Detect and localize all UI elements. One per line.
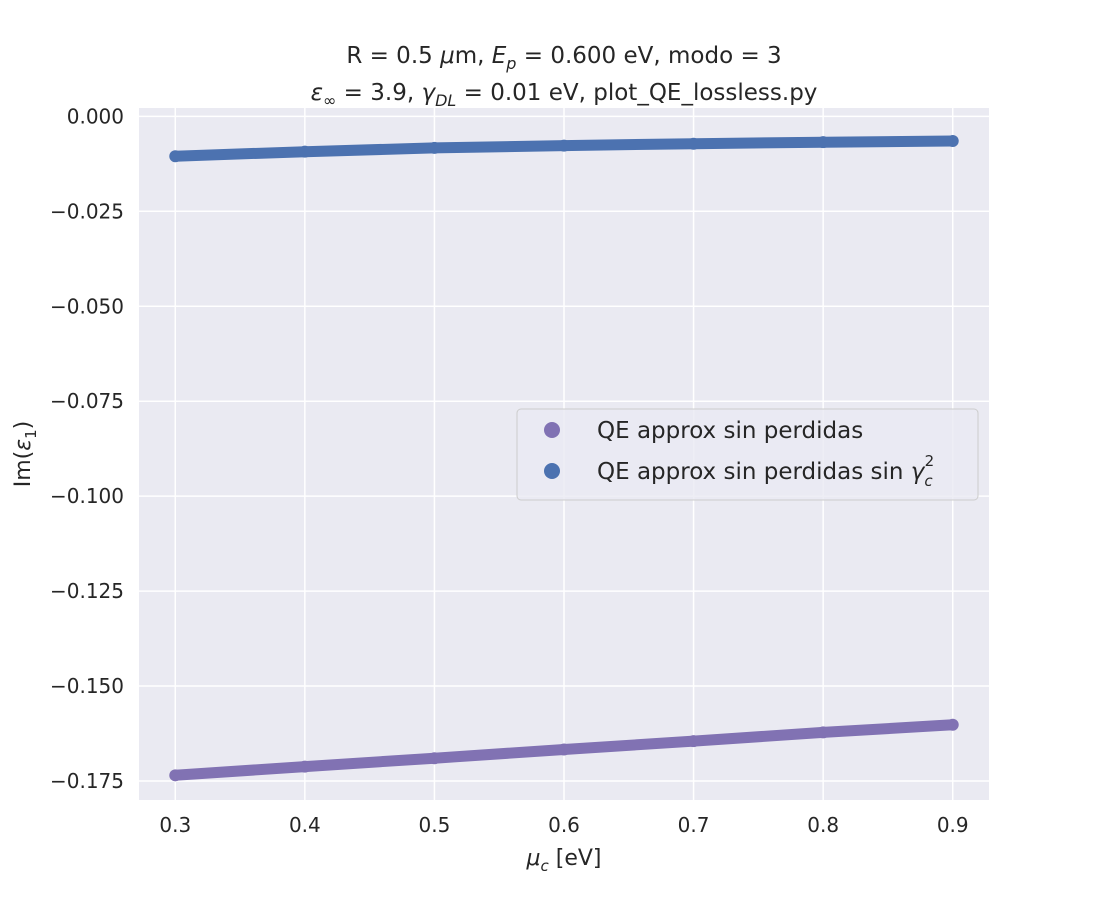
series-1-point bbox=[558, 139, 570, 152]
y-axis-label: Im(ε1) bbox=[11, 421, 40, 488]
y-tick-label: −0.175 bbox=[50, 769, 124, 793]
x-tick-label: 0.8 bbox=[807, 813, 839, 837]
series-1 bbox=[169, 135, 959, 163]
x-tick-label: 0.4 bbox=[289, 813, 321, 837]
x-tick-label: 0.7 bbox=[678, 813, 710, 837]
legend-label-qe-approx: QE approx sin perdidas bbox=[597, 418, 863, 444]
series-0-point bbox=[687, 735, 700, 748]
series-1-point bbox=[687, 137, 700, 150]
legend-marker-qe-approx bbox=[544, 422, 560, 438]
y-tick-label: 0.000 bbox=[67, 104, 124, 128]
series-1-point bbox=[298, 145, 311, 158]
series-1-point bbox=[946, 135, 959, 148]
y-tick-label: −0.150 bbox=[50, 674, 124, 698]
legend-box bbox=[516, 408, 979, 501]
series-0-point bbox=[817, 726, 830, 739]
x-tick-label: 0.6 bbox=[548, 813, 580, 837]
series-0 bbox=[169, 718, 959, 782]
y-tick-label: −0.050 bbox=[50, 294, 124, 318]
x-axis-label: μc [eV] bbox=[526, 846, 602, 875]
y-tick-label: −0.100 bbox=[50, 484, 124, 508]
legend-marker-qe-approx-sin-gamma bbox=[544, 463, 560, 479]
x-axis-ticks: 0.3 0.4 0.5 0.6 0.7 0.8 0.9 bbox=[159, 813, 968, 837]
y-tick-label: −0.075 bbox=[50, 389, 124, 413]
y-axis-ticks: 0.000 −0.025 −0.050 −0.075 −0.100 −0.125 −0.15… bbox=[50, 104, 124, 793]
series-1-point bbox=[817, 136, 830, 149]
series-0-point bbox=[169, 769, 182, 782]
y-tick-label: −0.125 bbox=[50, 579, 124, 603]
chart-title-line-1: R = 0.5 μm, Ep = 0.600 eV, modo = 3 bbox=[346, 43, 781, 73]
series-0-point bbox=[558, 743, 570, 756]
legend: QE approx sin perdidas QE approx sin per… bbox=[516, 408, 979, 501]
x-tick-label: 0.3 bbox=[159, 813, 191, 837]
chart-title-line-2: ε∞ = 3.9, γDL = 0.01 eV, plot_QE_lossles… bbox=[311, 80, 818, 110]
series-layer bbox=[169, 135, 959, 782]
legend-label-qe-approx-sin-gamma: QE approx sin perdidas sin γc2 bbox=[597, 452, 934, 490]
x-tick-label: 0.9 bbox=[937, 813, 969, 837]
series-1-point bbox=[428, 141, 441, 154]
x-tick-label: 0.5 bbox=[419, 813, 451, 837]
series-0-point bbox=[298, 760, 311, 773]
series-0-point bbox=[946, 718, 959, 731]
y-tick-label: −0.025 bbox=[50, 199, 124, 223]
series-0-point bbox=[428, 752, 441, 765]
series-1-point bbox=[169, 150, 182, 163]
